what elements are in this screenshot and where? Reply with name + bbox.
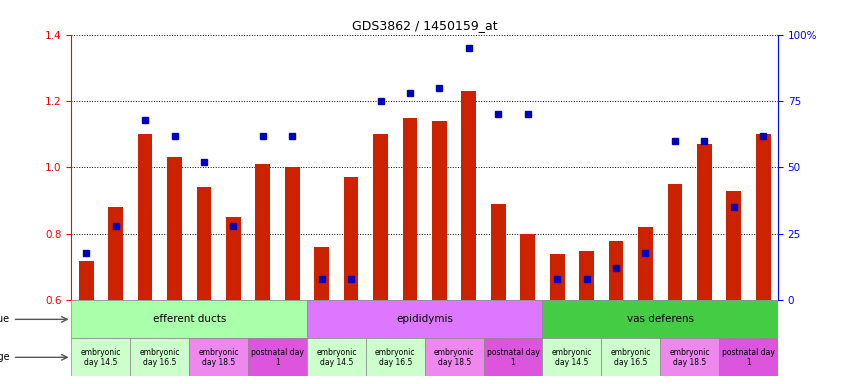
Bar [668,184,682,300]
Bar [550,254,564,300]
Bar [366,338,425,376]
Text: tissue: tissue [0,314,9,324]
Text: postnatal day
1: postnatal day 1 [722,348,775,367]
Bar [727,191,741,300]
Bar [108,207,123,300]
Bar [71,300,307,338]
Text: embryonic
day 16.5: embryonic day 16.5 [611,348,651,367]
Text: embryonic
day 14.5: embryonic day 14.5 [316,348,357,367]
Text: embryonic
day 18.5: embryonic day 18.5 [198,348,239,367]
Text: epididymis: epididymis [396,314,453,324]
Text: postnatal day
1: postnatal day 1 [251,348,304,367]
Bar [609,240,623,300]
Text: embryonic
day 14.5: embryonic day 14.5 [552,348,592,367]
Bar [307,338,366,376]
Bar [344,177,358,300]
Bar [189,338,248,376]
Bar [542,338,601,376]
Text: vas deferens: vas deferens [627,314,694,324]
Bar [697,144,711,300]
Bar [130,338,189,376]
Bar [719,338,778,376]
Text: embryonic
day 16.5: embryonic day 16.5 [140,348,180,367]
Text: development stage: development stage [0,353,9,362]
Bar [226,217,241,300]
Text: efferent ducts: efferent ducts [152,314,226,324]
Bar [403,118,417,300]
Bar [256,164,270,300]
Bar [432,121,447,300]
Bar [579,250,594,300]
Bar [484,338,542,376]
Bar [542,300,778,338]
Text: embryonic
day 16.5: embryonic day 16.5 [375,348,415,367]
Title: GDS3862 / 1450159_at: GDS3862 / 1450159_at [352,19,498,32]
Bar [138,134,152,300]
Bar [373,134,388,300]
Bar [601,338,660,376]
Bar [167,157,182,300]
Bar [307,300,542,338]
Text: postnatal day
1: postnatal day 1 [487,348,539,367]
Text: embryonic
day 18.5: embryonic day 18.5 [434,348,474,367]
Bar [71,338,130,376]
Bar [248,338,307,376]
Bar [285,167,299,300]
Text: embryonic
day 14.5: embryonic day 14.5 [81,348,121,367]
Bar [521,234,535,300]
Bar [425,338,484,376]
Bar [79,260,93,300]
Bar [660,338,719,376]
Bar [315,247,329,300]
Bar [491,204,505,300]
Bar [756,134,770,300]
Text: embryonic
day 18.5: embryonic day 18.5 [669,348,710,367]
Bar [638,227,653,300]
Bar [197,187,211,300]
Bar [462,91,476,300]
